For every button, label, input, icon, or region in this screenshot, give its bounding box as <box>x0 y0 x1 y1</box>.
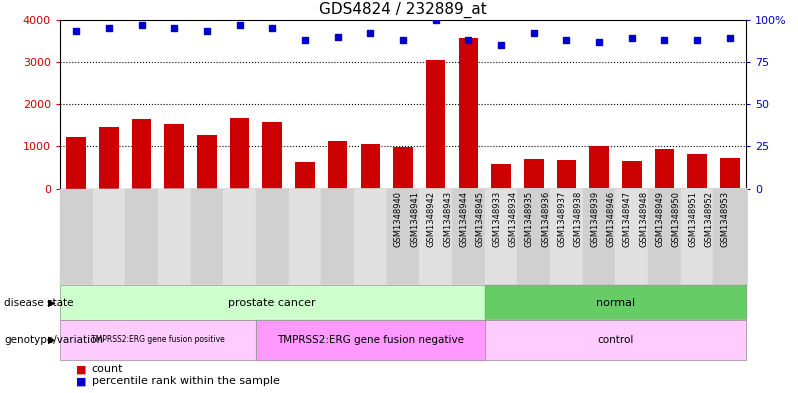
Text: GSM1348944: GSM1348944 <box>460 191 468 246</box>
Bar <box>524 160 543 189</box>
Bar <box>720 158 740 189</box>
Text: disease state: disease state <box>4 298 73 308</box>
Text: TMPRSS2:ERG gene fusion positive: TMPRSS2:ERG gene fusion positive <box>91 336 225 344</box>
Text: ■: ■ <box>76 364 86 375</box>
Text: ▶: ▶ <box>49 335 56 345</box>
Text: GSM1348935: GSM1348935 <box>525 191 534 247</box>
Text: GSM1348937: GSM1348937 <box>557 191 567 247</box>
Bar <box>393 147 413 189</box>
Text: normal: normal <box>596 298 635 308</box>
Bar <box>556 160 576 189</box>
Bar <box>654 149 674 189</box>
Text: GSM1348938: GSM1348938 <box>574 191 583 247</box>
Text: genotype/variation: genotype/variation <box>4 335 103 345</box>
Bar <box>164 124 184 189</box>
Text: ■: ■ <box>76 376 86 386</box>
Bar <box>361 144 380 189</box>
Text: GSM1348947: GSM1348947 <box>622 191 632 247</box>
Title: GDS4824 / 232889_at: GDS4824 / 232889_at <box>319 2 487 18</box>
Bar <box>99 127 119 189</box>
Text: GSM1348949: GSM1348949 <box>655 191 665 246</box>
Text: GSM1348943: GSM1348943 <box>443 191 452 247</box>
Text: GSM1348951: GSM1348951 <box>688 191 697 246</box>
Text: GSM1348946: GSM1348946 <box>606 191 615 247</box>
Text: GSM1348953: GSM1348953 <box>721 191 730 247</box>
Bar <box>132 119 152 189</box>
Text: GSM1348942: GSM1348942 <box>427 191 436 246</box>
Text: GSM1348941: GSM1348941 <box>410 191 419 246</box>
Bar <box>492 164 511 189</box>
Bar <box>230 118 250 189</box>
Bar <box>589 146 609 189</box>
Bar <box>459 38 478 189</box>
Text: count: count <box>92 364 123 375</box>
Bar <box>687 154 707 189</box>
Text: TMPRSS2:ERG gene fusion negative: TMPRSS2:ERG gene fusion negative <box>277 335 464 345</box>
Text: GSM1348945: GSM1348945 <box>476 191 484 246</box>
Text: GSM1348934: GSM1348934 <box>508 191 517 247</box>
Text: GSM1348950: GSM1348950 <box>672 191 681 246</box>
Bar <box>263 122 282 189</box>
Text: ▶: ▶ <box>49 298 56 308</box>
Text: GSM1348933: GSM1348933 <box>492 191 501 247</box>
Bar <box>295 162 314 189</box>
Bar <box>328 141 347 189</box>
Bar <box>197 135 217 189</box>
Bar <box>66 137 86 189</box>
Text: GSM1348940: GSM1348940 <box>394 191 403 246</box>
Text: GSM1348948: GSM1348948 <box>639 191 648 247</box>
Bar <box>622 161 642 189</box>
Text: GSM1348936: GSM1348936 <box>541 191 550 247</box>
Text: GSM1348952: GSM1348952 <box>705 191 713 246</box>
Text: prostate cancer: prostate cancer <box>228 298 316 308</box>
Text: percentile rank within the sample: percentile rank within the sample <box>92 376 279 386</box>
Text: GSM1348939: GSM1348939 <box>590 191 599 247</box>
Text: control: control <box>597 335 634 345</box>
Bar <box>426 60 445 189</box>
